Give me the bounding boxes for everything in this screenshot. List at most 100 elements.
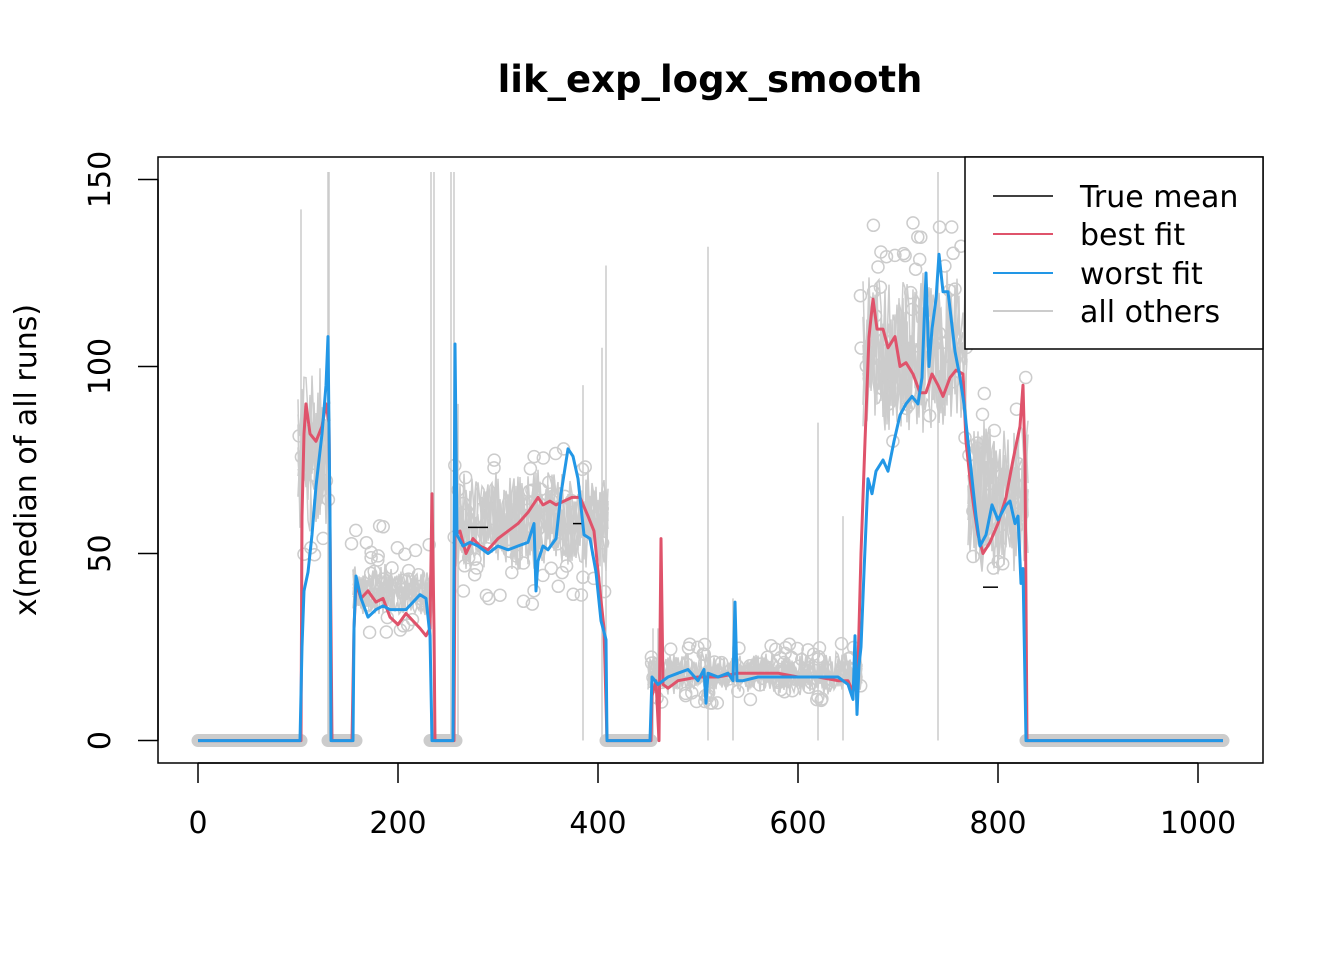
other-run-point bbox=[774, 682, 788, 697]
other-run-point bbox=[458, 470, 473, 485]
other-run-point bbox=[995, 467, 1010, 482]
other-run-point bbox=[385, 561, 399, 575]
other-run-point bbox=[372, 519, 387, 533]
y-tick-label: 0 bbox=[83, 731, 118, 750]
other-run-point bbox=[871, 260, 885, 274]
legend: True mean best fit worst fit all others bbox=[964, 156, 1264, 350]
legend-box bbox=[964, 156, 1264, 350]
other-run-point bbox=[801, 661, 815, 675]
other-run-point bbox=[644, 650, 659, 664]
other-run-point bbox=[551, 579, 566, 594]
legend-label-all-others: all others bbox=[1080, 295, 1220, 330]
other-run-point bbox=[457, 559, 472, 573]
other-run-point bbox=[1015, 507, 1029, 522]
y-tick-label: 50 bbox=[83, 534, 118, 572]
y-tick-label: 100 bbox=[83, 338, 118, 395]
other-run-point bbox=[578, 460, 592, 474]
other-run-point bbox=[697, 637, 712, 652]
other-run-point bbox=[873, 280, 888, 294]
other-run-point bbox=[678, 688, 693, 703]
other-run-point bbox=[966, 549, 980, 564]
other-run-point bbox=[493, 588, 507, 602]
other-run-point bbox=[898, 248, 912, 263]
other-run-point bbox=[589, 523, 604, 538]
other-run-point bbox=[685, 686, 699, 700]
other-run-point bbox=[559, 559, 574, 573]
other-run-point bbox=[468, 552, 482, 566]
other-run-point bbox=[681, 641, 696, 655]
other-run-point bbox=[487, 461, 501, 475]
other-run-point bbox=[362, 625, 377, 640]
series-worst-fit-line bbox=[198, 252, 1223, 743]
other-run-point bbox=[390, 541, 405, 555]
other-run-point bbox=[574, 588, 589, 602]
x-axis: 0 200 400 600 800 1000 bbox=[188, 762, 1236, 841]
other-run-point bbox=[975, 407, 990, 422]
other-run-point bbox=[946, 246, 960, 261]
other-run-point bbox=[834, 636, 849, 651]
other-run-point bbox=[743, 692, 758, 707]
other-run-point bbox=[903, 285, 918, 300]
other-run-point bbox=[319, 474, 334, 488]
other-run-point bbox=[415, 587, 430, 601]
other-run-point bbox=[510, 530, 524, 545]
other-run-point bbox=[393, 623, 408, 637]
chart-title: lik_exp_logx_smooth bbox=[498, 58, 923, 101]
x-tick-label: 200 bbox=[369, 806, 426, 841]
other-run-point bbox=[509, 549, 524, 563]
other-run-point bbox=[516, 556, 531, 570]
other-run-line bbox=[967, 419, 1029, 563]
other-run-point bbox=[707, 655, 722, 669]
other-run-point bbox=[976, 532, 990, 547]
other-run-point bbox=[294, 450, 309, 464]
other-run-point bbox=[896, 381, 911, 395]
other-run-point bbox=[760, 650, 775, 665]
other-run-point bbox=[521, 503, 535, 517]
other-run-point bbox=[905, 302, 920, 317]
other-run-point bbox=[527, 449, 541, 464]
other-run-point bbox=[815, 692, 829, 706]
x-tick-label: 400 bbox=[569, 806, 626, 841]
x-tick-label: 600 bbox=[769, 806, 826, 841]
other-run-point bbox=[502, 544, 517, 558]
other-run-point bbox=[482, 591, 496, 606]
other-run-point bbox=[523, 461, 538, 476]
x-tick-label: 1000 bbox=[1160, 806, 1236, 841]
other-run-point bbox=[795, 652, 809, 667]
other-run-point bbox=[970, 441, 984, 455]
other-run-point bbox=[534, 482, 548, 497]
other-run-point bbox=[986, 561, 1001, 575]
other-run-point bbox=[753, 657, 767, 671]
other-run-point bbox=[866, 218, 881, 233]
other-run-point bbox=[944, 220, 959, 234]
y-axis-label: x(median of all runs) bbox=[9, 304, 44, 616]
other-run-point bbox=[525, 597, 540, 611]
other-run-point bbox=[922, 408, 937, 423]
series-layer bbox=[198, 252, 1223, 743]
other-run-point bbox=[932, 220, 947, 234]
other-run-point bbox=[812, 641, 827, 655]
other-run-point bbox=[663, 642, 678, 656]
other-run-point bbox=[461, 550, 476, 565]
y-axis: 0 50 100 150 bbox=[83, 151, 159, 750]
other-run-point bbox=[970, 436, 984, 450]
y-tick-label: 150 bbox=[83, 151, 118, 208]
other-run-point bbox=[344, 536, 359, 551]
other-run-point bbox=[790, 641, 805, 656]
other-run-point bbox=[908, 262, 923, 276]
legend-label-worst-fit: worst fit bbox=[1080, 257, 1203, 292]
other-run-point bbox=[467, 567, 482, 582]
other-run-point bbox=[408, 543, 423, 558]
other-run-point bbox=[516, 594, 531, 609]
other-run-point bbox=[544, 561, 558, 576]
other-run-point bbox=[644, 656, 659, 670]
other-run-point bbox=[479, 588, 494, 603]
other-run-point bbox=[782, 637, 797, 652]
other-run-point bbox=[364, 545, 378, 560]
other-run-point bbox=[367, 564, 381, 579]
other-run-point bbox=[802, 680, 816, 695]
plot-area bbox=[191, 171, 1230, 748]
other-run-point bbox=[753, 678, 767, 692]
legend-label-true-mean: True mean bbox=[1079, 180, 1238, 215]
x-tick-label: 0 bbox=[188, 806, 207, 841]
